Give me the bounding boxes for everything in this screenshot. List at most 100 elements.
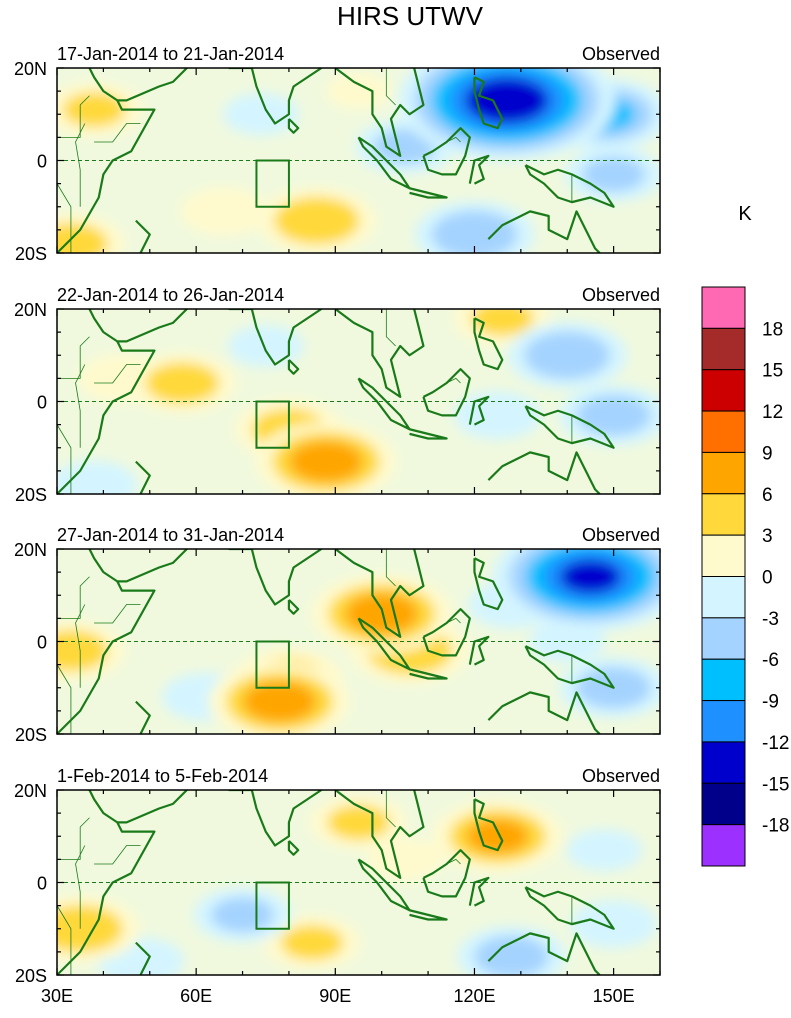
colorbar-label: 6 — [762, 485, 773, 506]
coastline — [135, 700, 151, 734]
colorbar-label: -3 — [762, 609, 779, 630]
lat-tick-label: 20N — [14, 59, 47, 79]
colorbar-label: 9 — [762, 443, 773, 464]
border-line — [385, 68, 396, 106]
coastline — [473, 557, 504, 611]
coastline — [409, 187, 448, 199]
colorbar-swatch — [701, 782, 746, 826]
coastline — [287, 599, 300, 615]
coastline — [287, 359, 300, 375]
colorbar-swatch — [701, 576, 746, 619]
colorbar-swatch — [701, 617, 746, 660]
panel-period-label: 1-Feb-2014 to 5-Feb-2014 — [57, 766, 268, 786]
coastline — [228, 790, 323, 847]
map-panel: 20N 0 20S 22-Jan-2014 to 26-Jan-2014 Observe… — [14, 285, 661, 505]
colorbar-label: 0 — [762, 568, 773, 589]
lat-tick-label: 20N — [14, 540, 47, 560]
lat-tick-label: 20S — [15, 725, 47, 745]
colorbar-label: -15 — [762, 774, 789, 795]
coastline — [487, 932, 601, 975]
index-box-region — [255, 159, 290, 208]
coastline — [487, 451, 601, 494]
colorbar: 18 15 12 9 6 3 0 -3 -6 -9 -12 -15 -18 — [701, 286, 789, 867]
anomaly-contour — [566, 829, 643, 872]
border-line — [385, 790, 396, 828]
border-line — [57, 664, 72, 734]
coastlines — [57, 68, 615, 253]
map-panels: 20N 0 20S 17-Jan-2014 to 21-Jan-2014 Observe… — [14, 44, 661, 986]
anomaly-contour — [57, 630, 108, 672]
border-line — [57, 95, 90, 138]
lat-tick-label: 20N — [14, 781, 47, 801]
coastline — [228, 549, 323, 606]
coastline — [135, 941, 151, 975]
colorbar-label: -18 — [762, 816, 789, 837]
anomaly-contour — [582, 157, 645, 192]
coastline — [473, 798, 504, 852]
coastline — [334, 790, 425, 879]
panel-period-label: 17-Jan-2014 to 21-Jan-2014 — [57, 44, 284, 64]
anomaly-contour — [560, 559, 621, 594]
border-line — [57, 817, 90, 860]
colorbar-label: -12 — [762, 733, 789, 754]
anomaly-blobs — [57, 309, 660, 494]
panel-tag-label: Observed — [582, 44, 660, 64]
map-panel: 20N 0 20S 1-Feb-2014 to 5-Feb-2014 Observed — [14, 766, 661, 986]
anomaly-contour — [466, 819, 529, 854]
border-line — [446, 617, 461, 624]
border-line — [385, 309, 396, 347]
anomaly-blobs — [57, 549, 660, 734]
index-box-region — [255, 640, 290, 689]
colorbar-swatch — [701, 824, 746, 867]
anomaly-contour — [223, 93, 299, 136]
lon-tick-label: 120E — [453, 986, 495, 1006]
colorbar-label: -6 — [762, 650, 779, 671]
coastline — [468, 635, 490, 666]
anomaly-contour — [327, 805, 390, 840]
anomaly-contour — [367, 838, 443, 881]
border-line — [57, 576, 90, 619]
anomaly-blobs — [57, 795, 658, 975]
coastline — [468, 154, 490, 185]
coastline — [334, 549, 425, 638]
colorbar-swatch — [701, 493, 746, 536]
anomaly-contour — [524, 331, 610, 379]
colorbar-label: 15 — [762, 361, 783, 382]
lat-tick-label: 0 — [37, 633, 47, 653]
anomaly-field — [57, 549, 660, 734]
colorbar-label: 3 — [762, 526, 773, 547]
anomaly-contour — [289, 441, 363, 482]
anomaly-contour — [576, 394, 651, 436]
coastline — [409, 909, 448, 921]
map-panel: 20N 0 20S 27-Jan-2014 to 31-Jan-2014 Observe… — [14, 525, 661, 745]
anomaly-contour — [227, 324, 304, 368]
coastline — [57, 549, 156, 734]
index-box-region — [255, 400, 290, 449]
anomaly-contour — [345, 593, 419, 634]
panel-tag-label: Observed — [582, 766, 660, 786]
colorbar-swatch — [701, 369, 746, 412]
coastlines — [57, 309, 615, 494]
lat-tick-label: 0 — [37, 874, 47, 894]
borders — [57, 68, 573, 253]
anomaly-contour — [211, 897, 274, 933]
anomaly-contour — [280, 925, 344, 960]
border-line — [446, 858, 461, 865]
colorbar-swatch — [701, 410, 746, 453]
coastline — [422, 608, 471, 657]
anomaly-contour — [274, 197, 360, 245]
panel-period-label: 22-Jan-2014 to 26-Jan-2014 — [57, 285, 284, 305]
coastline — [524, 164, 615, 208]
coastline — [473, 317, 504, 371]
border-line — [446, 136, 461, 143]
anomaly-contour — [243, 681, 317, 722]
lat-tick-label: 20S — [15, 966, 47, 986]
anomaly-contour — [431, 210, 517, 253]
anomaly-contour — [57, 905, 123, 953]
lat-tick-label: 20N — [14, 300, 47, 320]
coastline — [287, 118, 300, 134]
coastline — [334, 309, 425, 398]
colorbar-label: 18 — [762, 319, 783, 340]
colorbar-label: -9 — [762, 692, 779, 713]
